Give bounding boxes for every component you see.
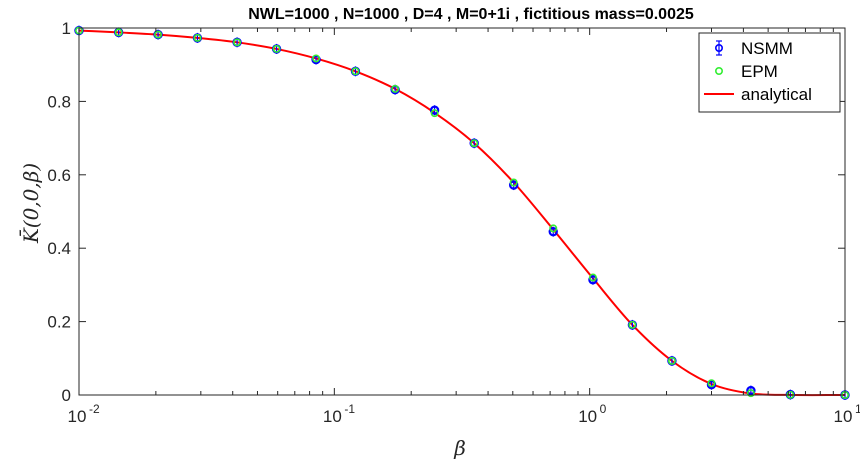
epm-point [707,379,716,388]
x-tick-exponent: 1 [855,402,860,416]
legend-label: NSMM [741,39,793,58]
legend-entry: EPM [714,62,778,81]
y-axis-label: K̄(0,0,β) [18,163,43,244]
epm-point [154,30,163,39]
x-tick-exponent: -2 [89,402,100,416]
epm-point [667,356,676,365]
epm-point [588,273,597,282]
nsmm-marker [746,385,756,396]
y-tick-label: 1 [62,19,71,38]
epm-point [509,178,518,187]
x-tick-label: 10 [323,407,342,426]
x-tick-label: 10 [68,407,87,426]
epm-point [193,33,202,42]
y-tick-label: 0.6 [47,166,71,185]
legend: NSMM EPM analytical [698,32,841,113]
axes: 10 -2 10 -1 10 0 10 100.20.40.60.81 [47,19,860,426]
legend-label: analytical [741,85,812,104]
legend-entry: analytical [704,85,812,104]
y-tick-label: 0 [62,386,71,405]
nsmm-marker [429,105,440,115]
epm-point [233,38,242,47]
legend-marker-swatch [714,43,723,52]
y-tick-label: 0.4 [47,239,71,258]
epm-point [470,139,479,148]
x-tick-exponent: 0 [600,402,607,416]
epm-point [549,224,558,233]
legend-label: EPM [741,62,778,81]
epm-point [114,28,123,37]
nsmm-marker [508,180,519,190]
legend-entry: NSMM [714,39,793,58]
x-tick-label: 10 [834,407,853,426]
y-tick-label: 0.8 [47,92,71,111]
epm-point [391,84,400,93]
y-tick-label: 0.2 [47,313,71,332]
nsmm-marker [548,226,558,237]
epm-point [351,67,360,76]
epm-point [272,44,281,53]
epm-point [430,109,439,118]
epm-point [746,389,755,398]
epm-point [628,320,637,329]
nsmm-point [588,274,598,285]
legend-marker-swatch [714,67,723,76]
epm-point [312,54,321,63]
x-tick-label: 10 [578,407,597,426]
x-tick-exponent: -1 [344,402,355,416]
chart-title: NWL=1000 , N=1000 , D=4 , M=0+1i , ficti… [248,6,694,23]
x-axis-label: β [453,436,466,460]
nsmm-marker [588,275,598,285]
axes-box [78,27,846,396]
